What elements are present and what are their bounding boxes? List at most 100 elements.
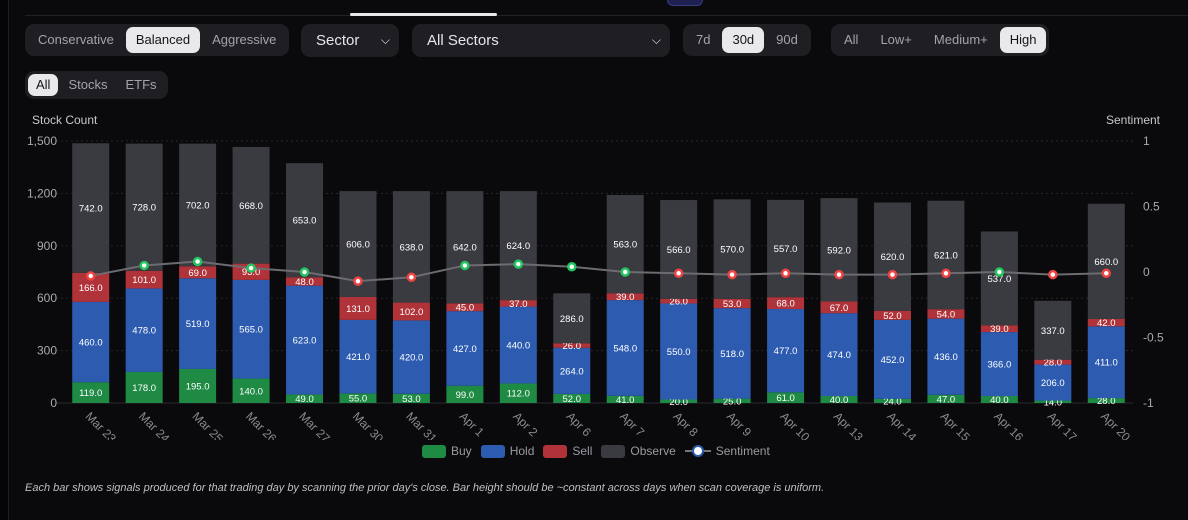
buy-bar-segment [820, 396, 858, 403]
legend-hold[interactable]: Hold [480, 444, 535, 458]
x-tick-label: Mar 31 [403, 409, 440, 440]
data-label: 624.0 [506, 241, 530, 252]
sentiment-point [460, 260, 470, 271]
sentiment-point [887, 269, 898, 280]
data-label: 40.0 [990, 395, 1009, 406]
confidence-all[interactable]: All [844, 32, 859, 47]
sell-bar-segment [873, 310, 911, 320]
data-label: 592.0 [827, 245, 851, 256]
buy-bar-segment [767, 392, 805, 403]
sentiment-point [994, 267, 1005, 277]
data-label: 131.0 [346, 304, 370, 315]
observe-bar-segment [820, 198, 858, 302]
data-label: 638.0 [400, 242, 424, 253]
period-7d[interactable]: 7d [696, 32, 711, 47]
period-30d[interactable]: 30d [722, 27, 765, 53]
confidence-low[interactable]: Low+ [880, 32, 912, 47]
data-label: 119.0 [79, 388, 102, 399]
sell-bar-segment [660, 298, 698, 304]
chart-legend: Buy Hold Sell Observe Sentiment [422, 444, 773, 458]
observe-bar-segment [72, 143, 110, 273]
buy-bar-segment [446, 385, 484, 403]
data-label: 52.0 [883, 311, 902, 322]
sentiment-point [1101, 268, 1112, 279]
buy-bar-segment [980, 396, 1018, 403]
legend-sell[interactable]: Sell [543, 444, 592, 458]
data-label: 421.0 [346, 352, 370, 363]
data-label: 45.0 [456, 303, 475, 314]
data-label: 112.0 [507, 389, 530, 400]
data-label: 140.0 [239, 386, 263, 397]
y-tick-label: 1,200 [27, 186, 57, 200]
observe-bar-segment [767, 199, 805, 298]
buy-bar-segment [499, 383, 537, 403]
risk-profile-toggle: Conservative Balanced Aggressive [25, 24, 290, 56]
sentiment-point [353, 276, 363, 286]
confidence-high[interactable]: High [999, 27, 1047, 53]
data-label: 28.0 [1097, 396, 1116, 407]
data-label: 660.0 [1094, 257, 1118, 268]
sell-bar-segment [980, 325, 1018, 333]
sentiment-point [941, 268, 951, 279]
sell-bar-segment [179, 266, 217, 279]
data-label: 26.0 [563, 341, 582, 352]
buy-bar-segment [72, 382, 110, 403]
asset-all[interactable]: All [28, 74, 59, 96]
sector-select[interactable]: All Sectors ⌵ [412, 24, 670, 57]
data-label: 411.0 [1095, 358, 1118, 369]
risk-balanced[interactable]: Balanced [125, 27, 201, 53]
x-tick-label: Apr 13 [831, 409, 866, 440]
legend-sentiment[interactable]: Sentiment [684, 444, 770, 458]
x-tick-label: Mar 27 [296, 409, 333, 440]
observe-bar-segment [1087, 203, 1125, 319]
data-label: 53.0 [402, 394, 421, 405]
risk-aggressive[interactable]: Aggressive [212, 32, 277, 47]
group-by-select[interactable]: Sector ⌵ [301, 24, 399, 57]
data-label: 69.0 [188, 268, 207, 279]
data-label: 623.0 [293, 336, 317, 347]
observe-bar-segment [873, 202, 911, 311]
y2-tick-label: 0 [1143, 265, 1150, 279]
data-label: 20.0 [669, 397, 688, 408]
data-label: 653.0 [293, 216, 317, 227]
observe-bar-segment [499, 191, 537, 301]
data-label: 728.0 [132, 203, 156, 214]
y-tick-label: 0 [50, 396, 57, 410]
buy-bar-segment [286, 394, 324, 403]
chevron-down-icon: ⌵ [651, 33, 661, 47]
x-tick-label: Mar 26 [243, 409, 280, 440]
legend-label: Hold [509, 444, 535, 458]
data-label: 49.0 [295, 394, 314, 405]
y2-tick-label: -1 [1143, 396, 1154, 410]
x-tick-label: Apr 9 [724, 409, 754, 439]
data-label: 47.0 [937, 394, 956, 405]
period-90d[interactable]: 90d [776, 32, 798, 47]
legend-observe[interactable]: Observe [601, 444, 676, 458]
observe-bar-segment [980, 231, 1018, 326]
buy-bar-segment [179, 368, 217, 403]
x-tick-label: Apr 16 [991, 409, 1026, 440]
asset-etfs[interactable]: ETFs [125, 77, 157, 92]
hold-bar-segment [339, 319, 377, 394]
signals-chart: Stock Count Sentiment 119.0 460.0 166.0 742… [27, 113, 1164, 440]
confidence-medium[interactable]: Medium+ [933, 32, 988, 47]
sentiment-point [834, 269, 844, 280]
risk-conservative[interactable]: Conservative [38, 32, 114, 47]
data-label: 606.0 [346, 240, 370, 251]
sentiment-point [620, 267, 630, 277]
asset-stocks[interactable]: Stocks [68, 77, 108, 92]
data-label: 519.0 [186, 319, 210, 330]
observe-bar-segment [232, 146, 270, 264]
data-label: 40.0 [830, 395, 849, 406]
buy-bar-segment [873, 398, 911, 403]
sentiment-point [513, 259, 524, 269]
hold-bar-segment [927, 318, 965, 395]
hold-bar-segment [553, 347, 591, 394]
sell-bar-segment [286, 277, 324, 286]
legend-buy[interactable]: Buy [422, 444, 472, 458]
data-label: 102.0 [400, 307, 424, 318]
data-label: 42.0 [1097, 318, 1116, 329]
data-label: 440.0 [506, 341, 530, 352]
data-label: 39.0 [990, 324, 1009, 335]
buy-bar-segment [339, 393, 377, 403]
